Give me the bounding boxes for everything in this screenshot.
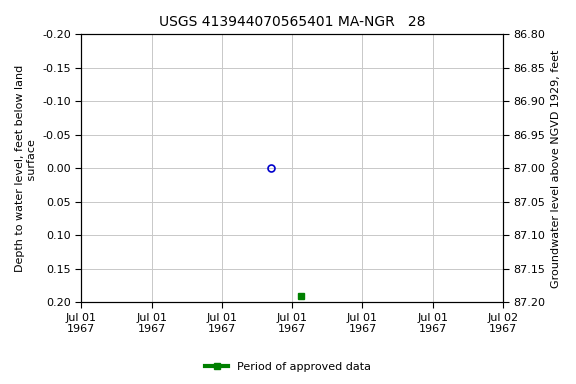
Legend: Period of approved data: Period of approved data [201, 358, 375, 377]
Title: USGS 413944070565401 MA-NGR   28: USGS 413944070565401 MA-NGR 28 [159, 15, 426, 29]
Y-axis label: Depth to water level, feet below land
     surface: Depth to water level, feet below land su… [15, 65, 37, 272]
Y-axis label: Groundwater level above NGVD 1929, feet: Groundwater level above NGVD 1929, feet [551, 49, 561, 288]
